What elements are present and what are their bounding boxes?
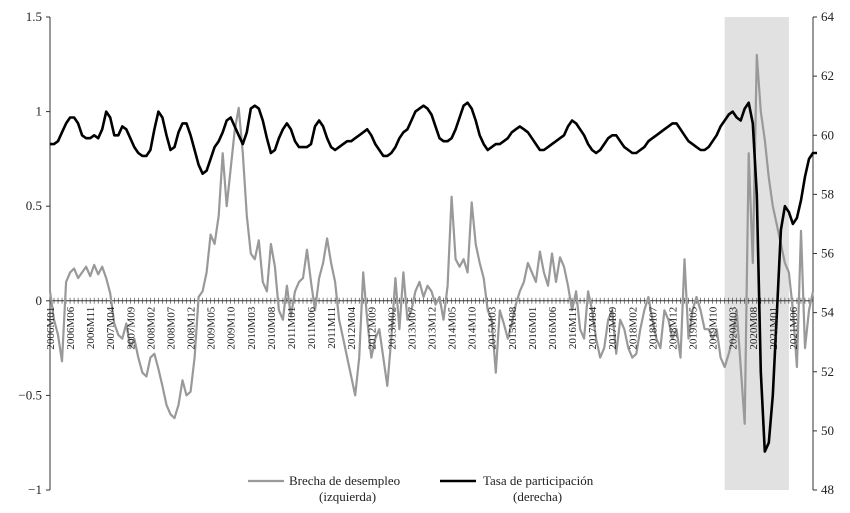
x-tick-label: 2017M04 — [587, 306, 599, 349]
legend-label: Tasa de participación — [483, 473, 594, 488]
y-right-tick-label: 54 — [821, 305, 835, 320]
x-tick-label: 2017M09 — [607, 306, 619, 349]
y-left-tick-label: −1 — [28, 482, 42, 497]
x-tick-label: 2007M04 — [105, 306, 117, 349]
y-right-tick-label: 48 — [821, 482, 834, 497]
x-tick-label: 2012M04 — [346, 306, 358, 349]
y-left-tick-label: 1.5 — [26, 9, 42, 24]
x-tick-label: 2020M03 — [728, 306, 740, 349]
x-tick-label: 2010M03 — [246, 306, 258, 349]
series-layer — [48, 53, 817, 453]
x-tick-label: 2013M07 — [406, 306, 418, 349]
y-right-tick-label: 62 — [821, 68, 834, 83]
y-right-tick-label: 60 — [821, 127, 834, 142]
x-tick-label: 2016M06 — [547, 306, 559, 349]
x-tick-label: 2011M11 — [326, 307, 338, 349]
x-tick-label: 2006M06 — [65, 306, 77, 349]
x-tick-label: 2013M02 — [386, 307, 398, 350]
axes-layer: −1 −0.5 0 0.5 1 1.5 48 50 52 54 56 58 60 62 64 — [18, 9, 834, 497]
x-tick-label: 2012M09 — [366, 306, 378, 349]
x-tick-label: 2015M08 — [507, 306, 519, 349]
y-left-tick-label: 1 — [36, 104, 43, 119]
x-tick-label: 2008M12 — [186, 307, 198, 350]
x-tick-label: 2015M03 — [487, 306, 499, 349]
x-tick-label: 2013M12 — [427, 307, 439, 350]
legend-label: (izquierda) — [319, 489, 376, 504]
x-tick-label: 2007M09 — [125, 306, 137, 349]
series-line-tasa — [50, 101, 817, 453]
x-tick-label: 2016M11 — [567, 307, 579, 349]
legend: Brecha de desempleo(izquierda) Tasa de pa… — [248, 473, 594, 504]
y-right-tick-label: 58 — [821, 186, 834, 201]
y-left-tick-label: −0.5 — [18, 387, 42, 402]
legend-label: (derecha) — [513, 489, 562, 504]
x-tick-label: 2008M02 — [145, 307, 157, 350]
legend-label: Brecha de desempleo — [289, 473, 400, 488]
x-tick-label: 2018M02 — [627, 307, 639, 350]
x-tick-label: 2009M05 — [206, 306, 218, 349]
x-tick-label: 2006M11 — [85, 307, 97, 349]
x-tick-label: 2011M01 — [286, 307, 298, 349]
x-tick-label: 2009M10 — [226, 306, 238, 349]
x-tick-label: 2021M06 — [788, 306, 800, 349]
x-tick-label: 2011M06 — [306, 306, 318, 349]
x-tick-label: 2010M08 — [266, 306, 278, 349]
x-tick-label: 2021M01 — [768, 307, 780, 350]
x-tick-label: 2006M01 — [45, 307, 57, 350]
y-right-tick-label: 64 — [821, 9, 835, 24]
x-tick-label: 2008M07 — [165, 306, 177, 349]
x-tick-label: 2016M01 — [527, 307, 539, 350]
y-left-tick-label: 0.5 — [26, 198, 42, 213]
x-tick-label: 2018M07 — [647, 306, 659, 349]
x-tick-label: 2020M08 — [748, 306, 760, 349]
x-tick-label: 2018M12 — [667, 307, 679, 350]
y-right-tick-label: 52 — [821, 364, 834, 379]
x-tick-label: 2019M05 — [688, 306, 700, 349]
y-left-tick-label: 0 — [36, 293, 43, 308]
series-line-brecha — [48, 53, 815, 425]
x-tick-label: 2014M05 — [447, 306, 459, 349]
x-tick-label: 2019M10 — [708, 306, 720, 349]
x-tick-labels: 2006M01 2006M06 2006M11 2007M04 2007M09 2008M… — [45, 306, 800, 349]
x-tick-label: 2014M10 — [467, 306, 479, 349]
y-right-tick-label: 50 — [821, 423, 834, 438]
y-right-tick-label: 56 — [821, 246, 835, 261]
